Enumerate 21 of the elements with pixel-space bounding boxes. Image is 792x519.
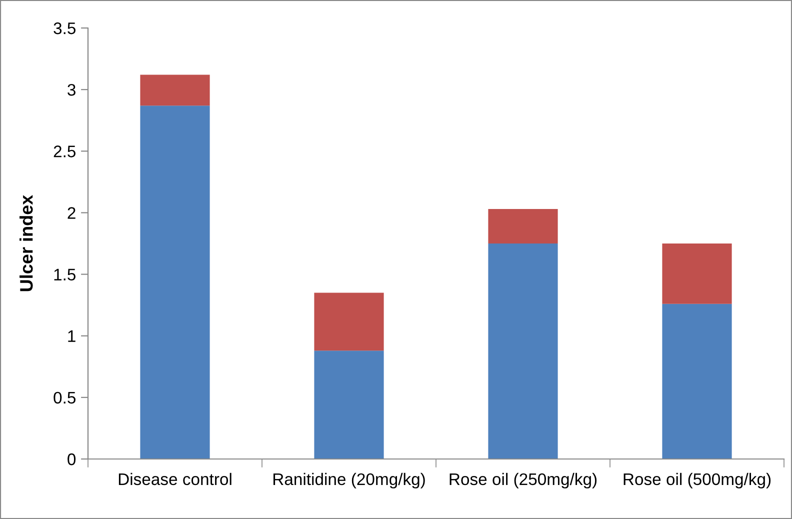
x-tick-label: Rose oil (500mg/kg) bbox=[624, 472, 771, 488]
bar bbox=[314, 350, 384, 459]
bar bbox=[140, 106, 210, 459]
y-tick-label: 3.5 bbox=[54, 22, 76, 34]
y-tick-label: 2 bbox=[68, 207, 76, 219]
bar bbox=[488, 209, 558, 244]
bar bbox=[140, 74, 210, 106]
x-tick-label: Ranitidine (20mg/kg) bbox=[273, 472, 425, 488]
bar bbox=[662, 244, 732, 304]
bar bbox=[314, 292, 384, 351]
y-tick-label: 0.5 bbox=[54, 392, 76, 404]
x-tick-label: Disease control bbox=[118, 472, 232, 486]
y-tick-label: 2.5 bbox=[54, 146, 76, 158]
bar bbox=[662, 304, 732, 459]
y-tick-label: 1.5 bbox=[54, 268, 76, 280]
y-tick-label: 3 bbox=[68, 84, 76, 96]
y-axis-title: Ulcer index bbox=[20, 194, 33, 292]
bar bbox=[488, 244, 558, 459]
y-tick-label: 0 bbox=[68, 453, 76, 466]
x-tick-label: Rose oil (250mg/kg) bbox=[450, 472, 597, 488]
y-tick-label: 1 bbox=[68, 330, 76, 342]
